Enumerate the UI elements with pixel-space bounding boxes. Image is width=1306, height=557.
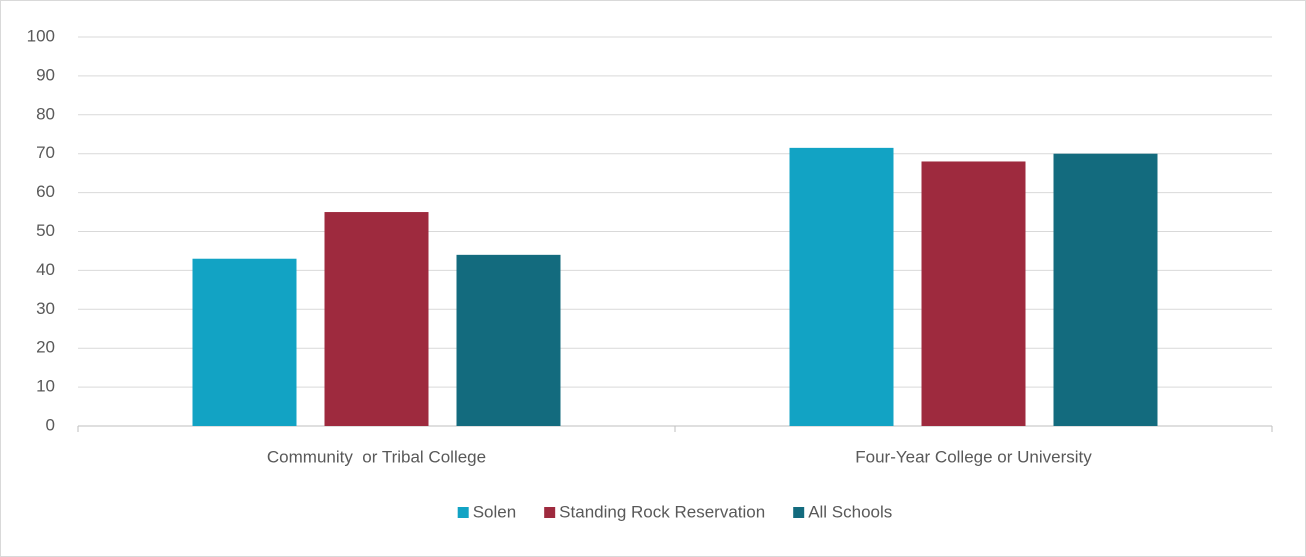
- y-tick-label: 60: [36, 182, 55, 201]
- y-tick-label: 0: [46, 415, 55, 434]
- bar: [192, 258, 297, 426]
- x-tick-label: Four-Year College or University: [855, 447, 1092, 466]
- bar: [921, 161, 1026, 427]
- y-tick-label: 70: [36, 143, 55, 162]
- legend-label: All Schools: [808, 502, 892, 521]
- legend-label: Standing Rock Reservation: [559, 502, 765, 521]
- y-tick-label: 50: [36, 221, 55, 240]
- y-tick-label: 100: [27, 26, 55, 45]
- bar: [1053, 153, 1158, 426]
- y-tick-label: 30: [36, 299, 55, 318]
- y-tick-label: 90: [36, 65, 55, 84]
- bar: [789, 147, 894, 427]
- legend-swatch: [793, 507, 805, 518]
- legend-swatch: [544, 507, 556, 518]
- bar: [324, 212, 429, 426]
- y-tick-label: 20: [36, 338, 55, 357]
- bar: [456, 254, 561, 426]
- y-tick-label: 80: [36, 104, 55, 123]
- x-tick-label: Community or Tribal College: [267, 447, 486, 466]
- y-tick-label: 10: [36, 377, 55, 396]
- legend-swatch: [457, 507, 469, 518]
- y-tick-label: 40: [36, 260, 55, 279]
- legend-label: Solen: [473, 502, 516, 521]
- legend: Solen Standing Rock Reservation All School…: [457, 502, 892, 521]
